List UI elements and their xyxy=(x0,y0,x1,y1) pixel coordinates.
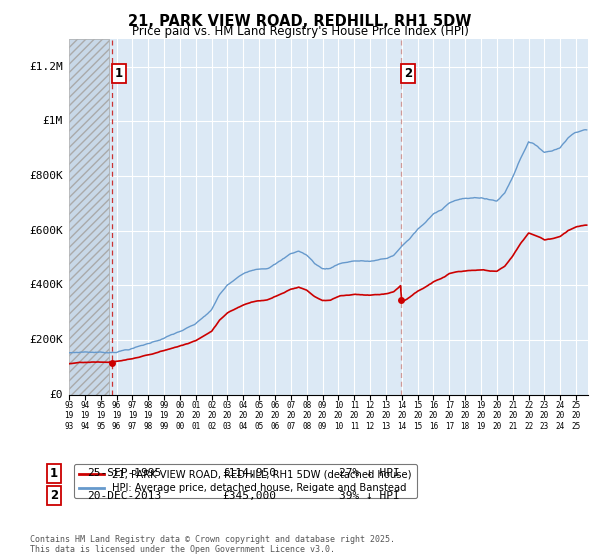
Text: 2: 2 xyxy=(404,67,412,80)
Text: £1.2M: £1.2M xyxy=(29,62,63,72)
Text: £200K: £200K xyxy=(29,335,63,345)
Text: 21, PARK VIEW ROAD, REDHILL, RH1 5DW: 21, PARK VIEW ROAD, REDHILL, RH1 5DW xyxy=(128,14,472,29)
Text: £0: £0 xyxy=(49,390,63,400)
Text: 1: 1 xyxy=(115,67,123,80)
Text: £345,000: £345,000 xyxy=(222,491,276,501)
Text: £600K: £600K xyxy=(29,226,63,236)
Text: £1M: £1M xyxy=(43,116,63,126)
Text: 25-SEP-1995: 25-SEP-1995 xyxy=(87,468,161,478)
Text: 20-DEC-2013: 20-DEC-2013 xyxy=(87,491,161,501)
Text: 27% ↓ HPI: 27% ↓ HPI xyxy=(339,468,400,478)
Text: Price paid vs. HM Land Registry's House Price Index (HPI): Price paid vs. HM Land Registry's House … xyxy=(131,25,469,38)
Text: 2: 2 xyxy=(50,489,58,502)
Text: £800K: £800K xyxy=(29,171,63,181)
Text: Contains HM Land Registry data © Crown copyright and database right 2025.
This d: Contains HM Land Registry data © Crown c… xyxy=(30,535,395,554)
Text: 1: 1 xyxy=(50,466,58,480)
Legend: 21, PARK VIEW ROAD, REDHILL, RH1 5DW (detached house), HPI: Average price, detac: 21, PARK VIEW ROAD, REDHILL, RH1 5DW (de… xyxy=(74,464,416,498)
Text: £400K: £400K xyxy=(29,281,63,291)
Text: 39% ↓ HPI: 39% ↓ HPI xyxy=(339,491,400,501)
Text: £114,950: £114,950 xyxy=(222,468,276,478)
